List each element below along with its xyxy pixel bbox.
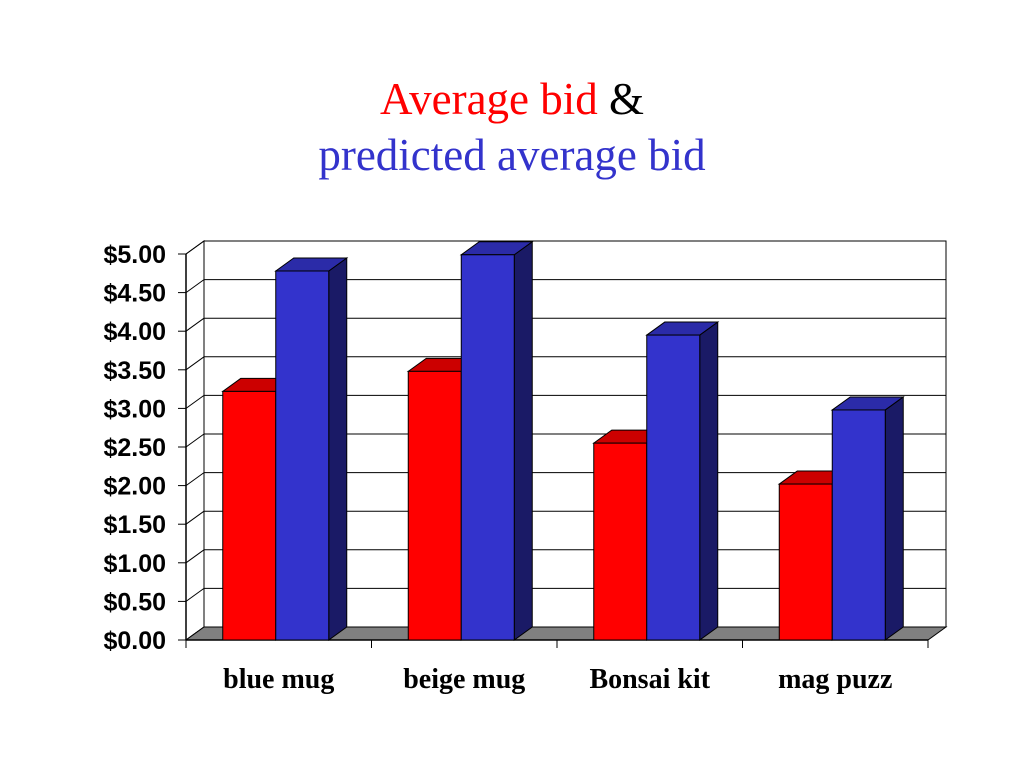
x-category-label: blue mug — [223, 664, 334, 695]
gridline-side — [185, 394, 205, 409]
gridline-side — [185, 587, 205, 602]
x-category-label: Bonsai kit — [589, 664, 710, 695]
bar-predicted-average-bid-side — [884, 395, 904, 641]
y-tick-label: $3.00 — [103, 395, 166, 423]
title-predicted-average-bid: predicted average bid — [318, 130, 706, 180]
bar-predicted-average-bid — [275, 270, 330, 641]
gridline-side — [185, 240, 205, 255]
bar-average-bid — [593, 442, 648, 641]
x-category-label: beige mug — [403, 664, 525, 695]
y-tick-label: $3.50 — [103, 357, 166, 385]
gridline-side — [185, 317, 205, 332]
y-tick-label: $0.50 — [103, 588, 166, 616]
bar-predicted-average-bid — [646, 334, 701, 641]
y-tick-label: $4.00 — [103, 318, 166, 346]
y-tick-label: $1.00 — [103, 550, 166, 578]
y-tick-label: $4.50 — [103, 280, 166, 308]
gridline-side — [185, 510, 205, 525]
title-line-1: Average bid & — [0, 74, 1024, 124]
y-tick-label: $2.00 — [103, 473, 166, 501]
gridline-side — [185, 279, 205, 294]
title-line-2: predicted average bid — [0, 130, 1024, 180]
gridline-side — [185, 549, 205, 564]
title-ampersand: & — [609, 74, 645, 124]
gridline-side — [185, 433, 205, 448]
bar-predicted-average-bid-side — [513, 240, 533, 641]
x-category-label: mag puzz — [778, 664, 892, 695]
gridline-side — [185, 356, 205, 371]
y-tick-label: $1.50 — [103, 511, 166, 539]
bar-predicted-average-bid — [831, 409, 886, 641]
y-tick-label: $2.50 — [103, 434, 166, 462]
bar-predicted-average-bid-side — [699, 321, 719, 641]
bar-average-bid — [407, 370, 462, 641]
chart-title: Average bid & predicted average bid — [0, 74, 1024, 180]
y-tick-label: $5.00 — [103, 241, 166, 269]
bar-predicted-average-bid — [460, 254, 515, 641]
bar-average-bid — [778, 483, 833, 641]
bar-average-bid — [222, 390, 277, 641]
title-average-bid: Average bid — [379, 74, 598, 124]
y-tick-label: $0.00 — [103, 627, 166, 655]
bar-predicted-average-bid-side — [328, 257, 348, 641]
gridline-side — [185, 472, 205, 487]
